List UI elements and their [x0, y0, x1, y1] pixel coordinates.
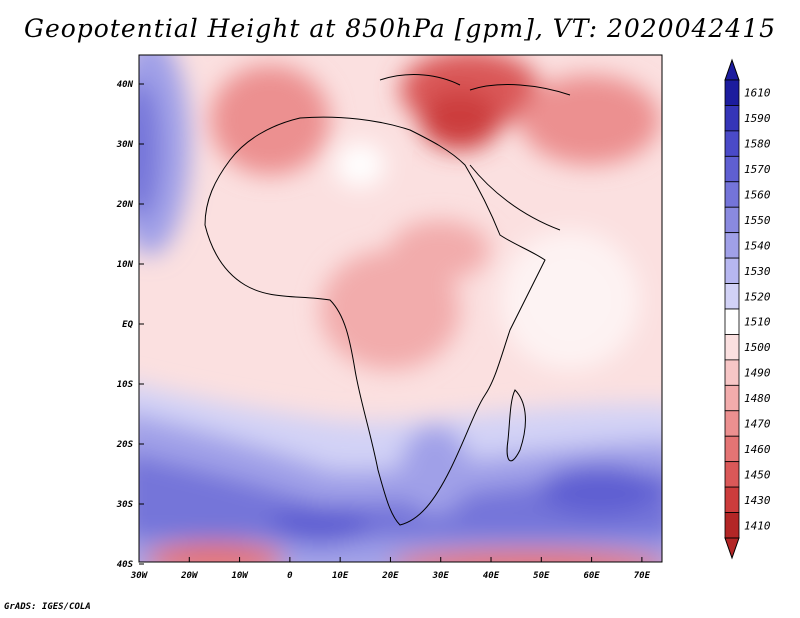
lon-tick-label: 10E — [332, 571, 349, 581]
colorbar-label: 1500 — [744, 341, 771, 354]
colorbar-label: 1430 — [744, 494, 771, 507]
colorbar-swatch — [724, 384, 740, 412]
colorbar-label: 1410 — [744, 519, 771, 532]
credit-label: GrADS: IGES/COLA — [4, 602, 91, 612]
lat-tick-label: 10S — [117, 380, 134, 390]
lat-tick-label: EQ — [122, 320, 133, 330]
colorbar-bottom-arrow — [724, 537, 740, 560]
colorbar-label: 1540 — [744, 239, 771, 252]
colorbar-label: 1580 — [744, 138, 771, 151]
lon-tick-label: 50E — [533, 571, 550, 581]
colorbar-label: 1610 — [744, 87, 771, 100]
colorbar-label: 1530 — [744, 265, 771, 278]
lat-tick-label: 30S — [116, 500, 134, 510]
colorbar-label: 1490 — [744, 367, 771, 380]
lat-tick-label: 40S — [117, 560, 134, 570]
colorbar-swatch — [724, 105, 740, 132]
colorbar-swatch — [724, 181, 740, 208]
lon-axis: 30W 20W 10W 0 10E 20E 30E 40E 50E 60E 70E — [130, 557, 651, 581]
colorbar-swatch — [724, 206, 740, 234]
lon-tick-label: 30E — [432, 571, 450, 581]
colorbar: 1610 1590 1580 1570 1560 1550 1540 1530 1520 1510… — [724, 58, 771, 560]
colorbar-swatch — [724, 130, 740, 157]
lat-tick-label: 30N — [116, 140, 134, 150]
colorbar-swatch — [724, 232, 740, 259]
lat-tick-label: 40N — [117, 80, 134, 90]
colorbar-label: 1480 — [744, 392, 771, 405]
lat-tick-label: 20S — [116, 440, 134, 450]
colorbar-swatch — [724, 79, 740, 106]
lon-tick-label: 20W — [180, 571, 199, 581]
colorbar-label: 1470 — [744, 418, 771, 431]
colorbar-swatch — [724, 334, 740, 361]
map-figure: 30W 20W 10W 0 10E 20E 30E 40E 50E 60E 70E 40N 30N 20… — [116, 54, 771, 581]
lat-axis: 40N 30N 20N 10N EQ 10S 20S 30S 40S — [116, 80, 144, 570]
height-field — [139, 55, 662, 562]
map-frame — [138, 54, 663, 563]
colorbar-label: 1560 — [744, 189, 771, 202]
map-title: Geopotential Height at 850hPa [gpm], VT:… — [23, 14, 777, 43]
colorbar-label: 1570 — [744, 163, 771, 176]
lon-tick-label: 60E — [583, 571, 600, 581]
colorbar-swatch — [724, 435, 740, 463]
colorbar-label: 1450 — [744, 468, 771, 481]
lon-tick-label: 10W — [231, 571, 249, 581]
lon-tick-label: 70E — [634, 571, 651, 581]
coastlines — [204, 74, 571, 526]
colorbar-swatch — [724, 155, 740, 183]
colorbar-swatch — [724, 410, 740, 437]
lat-tick-label: 20N — [116, 200, 134, 210]
colorbar-label: 1550 — [744, 214, 771, 227]
colorbar-swatch — [724, 257, 740, 284]
colorbar-label: 1510 — [744, 316, 771, 329]
lon-tick-label: 30W — [130, 571, 149, 581]
colorbar-label: 1590 — [744, 112, 771, 125]
lon-tick-label: 0 — [287, 571, 293, 581]
colorbar-swatch — [724, 512, 740, 539]
colorbar-swatch — [724, 461, 740, 488]
lon-tick-label: 20E — [381, 571, 399, 581]
colorbar-swatch — [724, 308, 740, 335]
lat-tick-label: 10N — [117, 260, 134, 270]
colorbar-swatch — [724, 486, 740, 513]
colorbar-swatch — [724, 283, 740, 310]
colorbar-swatch — [724, 359, 740, 386]
colorbar-label: 1520 — [744, 290, 771, 303]
colorbar-top-arrow — [724, 58, 740, 81]
lon-tick-label: 40E — [483, 571, 500, 581]
colorbar-label: 1460 — [744, 443, 771, 456]
